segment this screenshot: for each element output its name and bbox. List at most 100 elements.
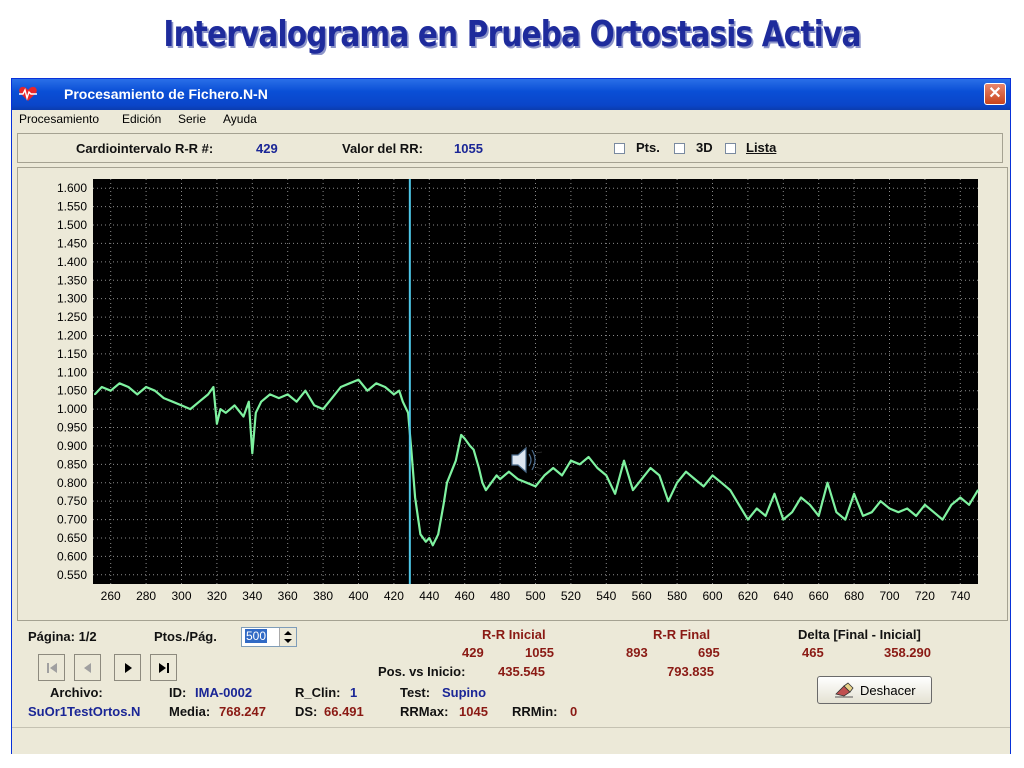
data-point xyxy=(481,481,484,484)
series-line-0 xyxy=(94,378,979,547)
rrmin-value: 0 xyxy=(570,704,578,719)
data-point xyxy=(640,478,643,480)
data-point xyxy=(446,481,448,484)
data-point xyxy=(570,459,572,462)
data-point xyxy=(163,397,165,399)
data-point xyxy=(469,445,471,447)
data-point xyxy=(711,474,714,477)
spinner-arrows[interactable] xyxy=(279,628,296,646)
data-point xyxy=(517,478,519,480)
data-point xyxy=(393,393,395,396)
lista-checkbox-label[interactable]: Lista xyxy=(746,140,777,155)
x-tick-label: 520 xyxy=(561,589,581,603)
next-page-button[interactable] xyxy=(114,654,141,681)
data-point xyxy=(764,515,767,517)
y-tick-label: 0.700 xyxy=(57,513,87,527)
data-point xyxy=(791,511,793,514)
data-point xyxy=(348,382,351,385)
data-point xyxy=(485,489,487,491)
ds-label: DS: xyxy=(295,704,318,719)
data-point xyxy=(826,481,829,484)
data-point xyxy=(304,389,307,392)
lista-checkbox[interactable] xyxy=(725,143,736,154)
x-tick-label: 280 xyxy=(136,589,156,603)
data-point xyxy=(101,386,103,388)
data-point xyxy=(862,515,864,517)
deshacer-label: Deshacer xyxy=(860,683,916,698)
rr-interval-chart[interactable]: 1.600 1.550 1.500 1.450 1.400 1.350 1.300 1.250… xyxy=(18,168,1007,620)
pos-final-value: 793.835 xyxy=(667,664,714,679)
pts-checkbox[interactable] xyxy=(614,143,625,154)
rrmin-label: RRMin: xyxy=(512,704,558,719)
x-tick-label: 660 xyxy=(809,589,829,603)
prev-page-button[interactable] xyxy=(74,654,101,681)
eraser-icon xyxy=(835,682,854,698)
chart-panel: 1.600 1.550 1.500 1.450 1.400 1.350 1.300 1.250… xyxy=(17,167,1008,621)
x-tick-label: 380 xyxy=(313,589,333,603)
data-point xyxy=(543,474,546,477)
id-label: ID: xyxy=(169,685,187,700)
data-point xyxy=(442,504,445,506)
rr-value-label: Valor del RR: xyxy=(342,141,423,156)
menu-edicion[interactable]: Edición xyxy=(122,112,162,126)
window-titlebar[interactable]: Procesamiento de Fichero.N-N ✕ xyxy=(12,79,1010,110)
prev-page-icon xyxy=(84,663,91,673)
data-point xyxy=(242,415,245,418)
data-point xyxy=(676,481,678,484)
speaker-icon[interactable] xyxy=(508,443,542,477)
menu-ayuda[interactable]: Ayuda xyxy=(223,112,257,126)
close-button[interactable]: ✕ xyxy=(984,83,1006,105)
y-tick-label: 1.600 xyxy=(57,181,87,195)
data-point xyxy=(233,404,236,407)
data-point xyxy=(499,478,501,480)
deshacer-button[interactable]: Deshacer xyxy=(817,676,932,704)
y-tick-label: 1.450 xyxy=(57,236,87,250)
menu-serie[interactable]: Serie xyxy=(178,112,207,126)
rr-value: 1055 xyxy=(454,141,483,156)
archivo-label: Archivo: xyxy=(50,685,103,700)
data-point xyxy=(667,500,670,502)
data-point xyxy=(879,500,882,502)
data-point xyxy=(424,540,427,543)
heart-icon xyxy=(19,86,37,101)
data-point xyxy=(968,504,970,506)
data-point xyxy=(809,504,811,506)
x-tick-label: 440 xyxy=(419,589,439,603)
pts-checkbox-label[interactable]: Pts. xyxy=(636,140,660,155)
y-tick-label: 0.600 xyxy=(57,549,87,563)
x-tick-label: 540 xyxy=(596,589,616,603)
ptos-pag-spinner[interactable]: 500 xyxy=(241,627,297,647)
x-tick-label: 400 xyxy=(348,589,368,603)
y-tick-label: 0.750 xyxy=(57,494,87,508)
data-point xyxy=(614,492,616,495)
data-point xyxy=(578,463,581,466)
data-point xyxy=(93,393,96,396)
y-tick-label: 1.350 xyxy=(57,273,87,287)
ptos-pag-value[interactable]: 500 xyxy=(245,629,268,643)
data-point xyxy=(118,382,121,385)
y-tick-label: 1.300 xyxy=(57,292,87,306)
data-point xyxy=(738,504,740,506)
data-point xyxy=(154,389,156,392)
data-point xyxy=(145,386,147,388)
y-tick-label: 0.550 xyxy=(57,568,87,582)
x-tick-label: 260 xyxy=(101,589,121,603)
spinner-arrows-icon[interactable] xyxy=(280,628,296,646)
last-page-button[interactable] xyxy=(150,654,177,681)
data-point xyxy=(375,382,378,385)
info-bar: Cardiointervalo R-R #: 429 Valor del RR:… xyxy=(17,133,1003,163)
rr-final-v: 695 xyxy=(698,645,720,660)
first-page-button[interactable] xyxy=(38,654,65,681)
3d-checkbox-label[interactable]: 3D xyxy=(696,140,713,155)
x-tick-label: 700 xyxy=(879,589,899,603)
data-point xyxy=(747,518,749,521)
data-point xyxy=(773,492,776,495)
data-point xyxy=(605,474,608,477)
menu-procesamiento[interactable]: Procesamiento xyxy=(19,112,100,126)
delta-v: 358.290 xyxy=(884,645,931,660)
data-point xyxy=(817,515,820,517)
3d-checkbox[interactable] xyxy=(674,143,685,154)
data-point xyxy=(407,411,409,414)
data-point xyxy=(463,437,466,440)
rrmax-label: RRMax: xyxy=(400,704,449,719)
